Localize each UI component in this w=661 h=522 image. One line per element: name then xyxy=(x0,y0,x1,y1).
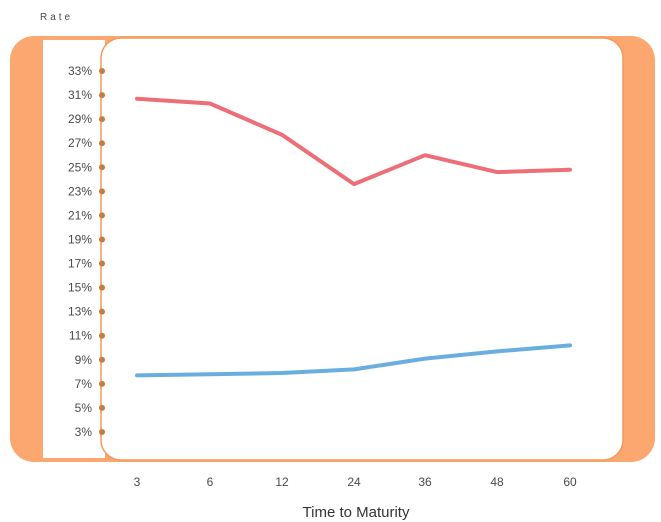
y-tick-marker xyxy=(99,68,105,74)
frame-left-panel xyxy=(43,40,105,458)
x-axis-ticks: 3 6 12 24 36 48 60 xyxy=(134,475,577,489)
x-tick-label: 36 xyxy=(418,475,432,489)
y-axis-label: Rate xyxy=(40,12,73,23)
series-line-2 xyxy=(135,343,572,378)
y-tick-label: 11% xyxy=(69,329,92,343)
y-tick-marker xyxy=(99,140,105,147)
y-tick-label: 7% xyxy=(75,377,93,391)
y-tick-label: 13% xyxy=(68,305,92,319)
x-tick-label: 12 xyxy=(275,475,289,489)
x-tick-label: 60 xyxy=(563,475,577,489)
y-tick-label: 29% xyxy=(68,112,92,126)
y-tick-marker xyxy=(99,308,105,315)
x-tick-label: 6 xyxy=(207,475,214,489)
y-tick-label: 31% xyxy=(68,88,92,102)
y-tick-label: 9% xyxy=(75,353,93,367)
x-tick-label: 3 xyxy=(134,475,141,489)
y-tick-marker xyxy=(99,380,105,387)
y-tick-marker xyxy=(99,356,105,363)
y-tick-marker xyxy=(99,332,105,339)
y-axis-ticks: 3% 5% 7% 9% 11% 13% 15% 17% 19% 21% 23% 25% 27% 29% 31… xyxy=(68,64,105,439)
y-tick-marker xyxy=(99,164,105,171)
plot-area xyxy=(100,37,624,461)
y-tick-label: 19% xyxy=(68,232,92,246)
y-tick-label: 15% xyxy=(68,281,92,295)
y-tick-marker xyxy=(99,188,105,195)
series-line-1 xyxy=(135,96,572,187)
y-tick-label: 5% xyxy=(75,401,93,415)
y-tick-marker xyxy=(99,92,105,99)
y-tick-label: 17% xyxy=(68,257,92,271)
x-tick-label: 48 xyxy=(490,475,504,489)
y-tick-marker xyxy=(99,429,105,435)
y-tick-marker xyxy=(99,284,105,291)
series-layer xyxy=(135,96,572,378)
x-axis-label: Time to Maturity xyxy=(303,504,410,521)
y-tick-marker xyxy=(99,404,105,411)
y-tick-label: 27% xyxy=(68,136,92,150)
y-tick-marker xyxy=(99,236,105,243)
y-tick-label: 33% xyxy=(68,64,92,78)
y-tick-label: 21% xyxy=(68,208,92,222)
y-tick-marker xyxy=(99,260,105,267)
y-tick-label: 25% xyxy=(68,160,92,174)
y-tick-marker xyxy=(99,116,105,123)
y-tick-label: 23% xyxy=(68,184,92,198)
y-tick-marker xyxy=(99,212,105,219)
y-tick-label: 3% xyxy=(75,425,93,439)
x-tick-label: 24 xyxy=(347,475,361,489)
